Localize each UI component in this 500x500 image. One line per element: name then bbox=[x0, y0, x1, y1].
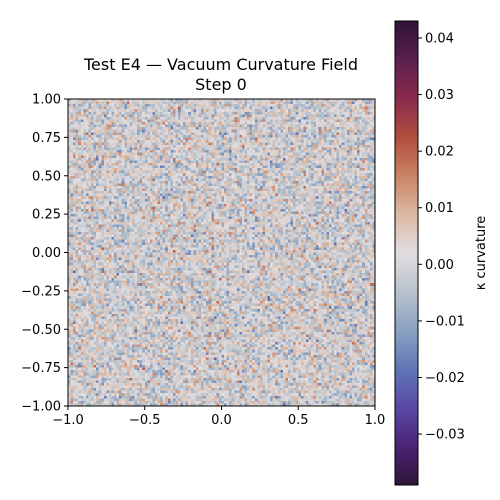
y-tick-label: −0.75 bbox=[21, 361, 61, 376]
colorbar-tick-label: −0.01 bbox=[425, 314, 465, 329]
y-tick-label: −0.50 bbox=[21, 323, 61, 338]
chart-title-line-2: Step 0 bbox=[195, 75, 247, 94]
x-tick-label: −0.5 bbox=[129, 413, 161, 428]
colorbar-tick-label: −0.02 bbox=[425, 371, 465, 386]
colorbar-tick-label: 0.04 bbox=[425, 31, 454, 46]
x-tick-label: 0.0 bbox=[211, 413, 232, 428]
x-tick-label: 1.0 bbox=[365, 413, 386, 428]
heatmap-field bbox=[68, 99, 375, 406]
y-tick-label: 0.25 bbox=[32, 208, 61, 223]
colorbar-tick-label: −0.03 bbox=[425, 428, 465, 443]
y-tick-label: −1.00 bbox=[21, 400, 61, 415]
y-tick-label: 0.75 bbox=[32, 131, 61, 146]
x-axis: −1.0 −0.5 0.0 0.5 1.0 bbox=[52, 406, 385, 428]
colorbar-tick-label: 0.03 bbox=[425, 88, 454, 103]
x-tick-label: 0.5 bbox=[288, 413, 309, 428]
colorbar-axis: 0.04 0.03 0.02 0.01 0.00 −0.01 −0.02 −0.03 bbox=[418, 31, 465, 443]
y-tick-label: 0.00 bbox=[32, 246, 61, 261]
colorbar-label: κ curvature bbox=[474, 216, 489, 291]
y-tick-label: −0.25 bbox=[21, 284, 61, 299]
y-tick-label: 1.00 bbox=[32, 93, 61, 108]
colorbar-tick-label: 0.00 bbox=[425, 258, 454, 273]
colorbar-tick-label: 0.01 bbox=[425, 201, 454, 216]
chart-title-line-1: Test E4 — Vacuum Curvature Field bbox=[83, 55, 358, 74]
colorbar-frame bbox=[394, 20, 419, 486]
y-axis: 1.00 0.75 0.50 0.25 0.00 −0.25 −0.50 −0.75 −1.00 bbox=[21, 93, 68, 415]
y-tick-label: 0.50 bbox=[32, 169, 61, 184]
colorbar-gradient bbox=[395, 21, 418, 485]
colorbar-tick-label: 0.02 bbox=[425, 145, 454, 160]
x-tick-label: −1.0 bbox=[52, 413, 84, 428]
